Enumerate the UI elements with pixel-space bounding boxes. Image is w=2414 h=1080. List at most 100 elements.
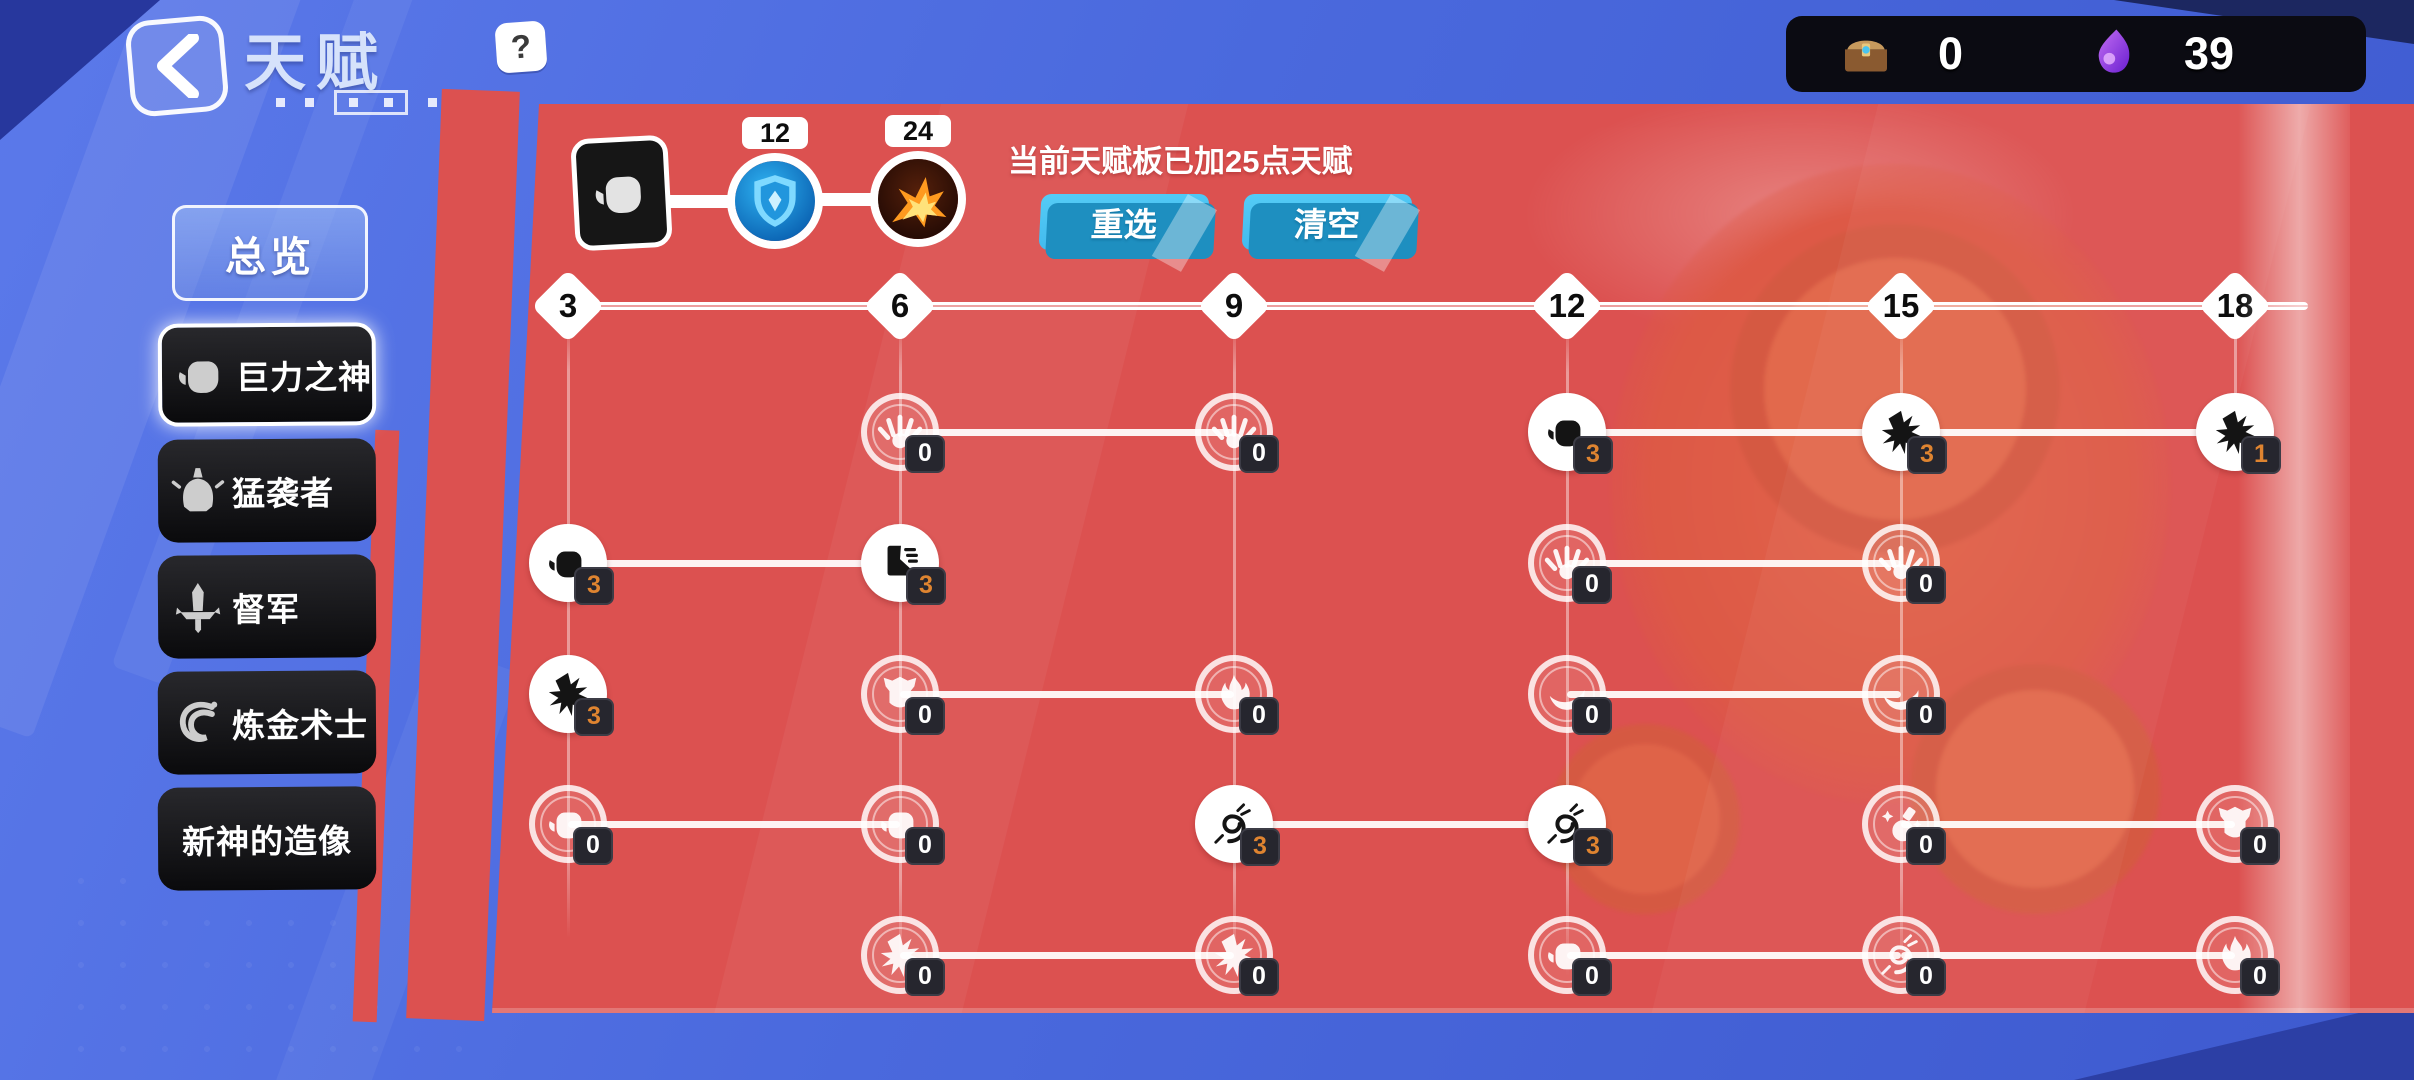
gauntlet-icon [174, 347, 230, 403]
talent-node-r4c5[interactable]: 0 [1862, 785, 1946, 865]
node-points-badge: 3 [1573, 436, 1613, 474]
page-indicator [276, 90, 437, 115]
talent-connection [1567, 951, 1901, 959]
talent-node-r3c5[interactable]: 0 [1862, 655, 1946, 735]
talent-connection [1567, 690, 1901, 698]
node-points-badge: 3 [1240, 828, 1280, 866]
talent-node-r5c4[interactable]: 0 [1528, 916, 1612, 996]
node-points-badge: 0 [573, 827, 613, 865]
node-points-badge: 3 [906, 567, 946, 605]
help-button[interactable]: ? [494, 20, 548, 74]
node-points-badge: 0 [1572, 697, 1612, 735]
talent-node-r3c4[interactable]: 0 [1528, 655, 1612, 735]
sidebar-item-label: 巨力之神 [235, 357, 373, 396]
sidebar-item-label: 新神的造像 [181, 821, 353, 861]
talent-node-r5c3[interactable]: 0 [1195, 916, 1279, 996]
node-points-badge: 0 [2240, 827, 2280, 865]
node-points-badge: 0 [1906, 827, 1946, 865]
node-points-badge: 0 [2240, 958, 2280, 996]
talent-node-r5c2[interactable]: 0 [861, 916, 945, 996]
talent-node-r4c6[interactable]: 0 [2196, 785, 2280, 865]
back-button[interactable] [124, 13, 230, 119]
talent-node-r3c2[interactable]: 0 [861, 655, 945, 735]
node-points-badge: 3 [1907, 436, 1947, 474]
node-points-badge: 3 [574, 567, 614, 605]
node-points-badge: 1 [2241, 436, 2281, 474]
helmet-icon [170, 463, 226, 519]
node-points-badge: 3 [574, 698, 614, 736]
chain-node-cost: 12 [742, 117, 808, 149]
chain-node-burst[interactable]: 24 [870, 115, 966, 247]
talent-node-r4c1[interactable]: 0 [529, 785, 613, 865]
talent-connection [900, 951, 1234, 959]
currency-bar: 0 39 [1786, 16, 2366, 92]
chevron-left-icon [157, 34, 199, 98]
talent-connection [1234, 820, 1567, 828]
purple-essence-icon [2086, 26, 2142, 82]
sidebar-item-5[interactable]: 新神的造像 [157, 786, 377, 891]
node-points-badge: 0 [905, 435, 945, 473]
node-points-badge: 0 [1239, 958, 1279, 996]
class-list: 巨力之神猛袭者督军炼金术士新神的造像 [157, 322, 377, 903]
talent-node-r1c5[interactable]: 3 [1862, 393, 1947, 474]
talent-connection [900, 690, 1234, 698]
column-guide-line [1232, 320, 1236, 976]
talent-connection [1901, 820, 2235, 828]
talent-connection [1567, 559, 1901, 567]
talent-node-r5c5[interactable]: 0 [1862, 916, 1946, 996]
milestone-timeline [552, 302, 2308, 310]
column-guide-line [1899, 320, 1903, 976]
talent-connection [1901, 428, 2235, 436]
page-title: 天赋 [244, 29, 389, 98]
sidebar-item-label: 督军 [231, 590, 301, 628]
node-points-badge: 0 [1239, 435, 1279, 473]
column-guide-line [1565, 320, 1569, 976]
talent-node-r4c2[interactable]: 0 [861, 785, 945, 865]
swirl-icon [170, 695, 226, 751]
chain-node-shield[interactable]: 12 [727, 117, 823, 249]
sidebar-item-label: 炼金术士 [231, 705, 369, 744]
talent-node-r5c6[interactable]: 0 [2196, 916, 2280, 996]
sidebar-item-4[interactable]: 炼金术士 [157, 670, 377, 775]
talent-node-r1c2[interactable]: 0 [861, 393, 945, 473]
talent-node-r2c5[interactable]: 0 [1862, 524, 1946, 604]
talent-connection [1901, 951, 2235, 959]
column-guide-line [566, 320, 570, 938]
sidebar-item-3[interactable]: 督军 [157, 554, 377, 659]
talent-node-r1c6[interactable]: 1 [2196, 393, 2281, 474]
chain-node-cost: 24 [885, 115, 951, 147]
relic-chest-icon [1838, 26, 1894, 82]
talent-node-r1c3[interactable]: 0 [1195, 393, 1279, 473]
talent-node-r2c2[interactable]: 3 [861, 524, 946, 605]
talent-node-r4c3[interactable]: 3 [1195, 785, 1280, 866]
node-points-badge: 0 [1906, 697, 1946, 735]
talent-connection [900, 428, 1234, 436]
sidebar-item-1[interactable]: 巨力之神 [157, 322, 377, 427]
talent-connection [1567, 428, 1901, 436]
node-points-badge: 0 [1572, 566, 1612, 604]
node-points-badge: 0 [1906, 566, 1946, 604]
node-points-badge: 0 [905, 958, 945, 996]
column-guide-line [2233, 320, 2237, 440]
node-points-badge: 0 [1572, 958, 1612, 996]
sidebar-item-2[interactable]: 猛袭者 [157, 438, 377, 543]
node-points-badge: 0 [1239, 697, 1279, 735]
points-summary: 当前天赋板已加25点天赋 [1008, 144, 1353, 179]
overview-button[interactable]: 总览 [172, 205, 368, 301]
talent-node-r1c4[interactable]: 3 [1528, 393, 1613, 474]
node-points-badge: 3 [1573, 828, 1613, 866]
sidebar-item-label: 猛袭者 [231, 474, 335, 512]
node-points-badge: 0 [1906, 958, 1946, 996]
talent-connection [568, 559, 900, 567]
node-points-badge: 0 [905, 697, 945, 735]
talent-node-r2c1[interactable]: 3 [529, 524, 614, 605]
column-guide-line [898, 320, 902, 976]
node-points-badge: 0 [905, 827, 945, 865]
sword-icon [170, 579, 226, 635]
talent-node-r3c1[interactable]: 3 [529, 655, 614, 736]
talent-node-r3c3[interactable]: 0 [1195, 655, 1279, 735]
talent-connection [568, 820, 900, 828]
talent-node-r4c4[interactable]: 3 [1528, 785, 1613, 866]
talent-node-r2c4[interactable]: 0 [1528, 524, 1612, 604]
